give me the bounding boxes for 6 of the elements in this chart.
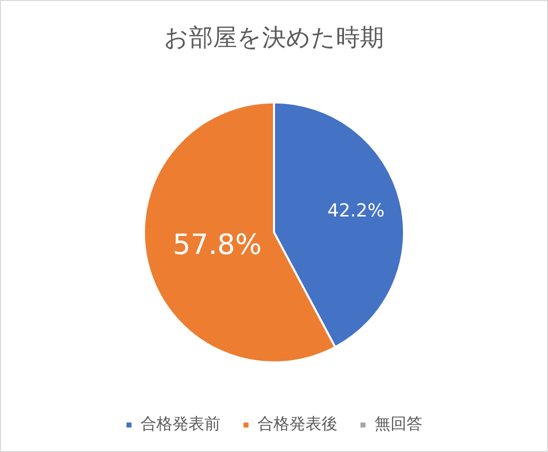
legend-label: 合格発表後 [258,414,338,434]
data-label: 42.2% [327,200,385,222]
chart-title: お部屋を決めた時期 [164,24,384,52]
legend-label: 無回答 [374,414,422,434]
legend-label: 合格発表前 [140,414,220,434]
data-label: 57.8% [172,228,262,261]
